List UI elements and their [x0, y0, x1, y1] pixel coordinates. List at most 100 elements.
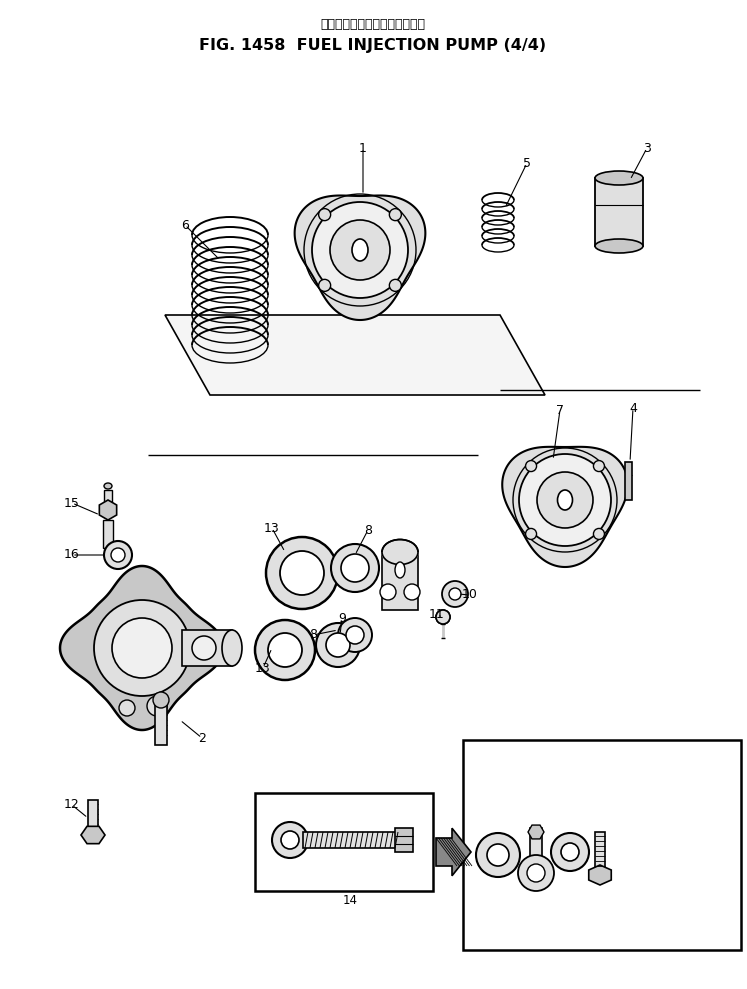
- Circle shape: [147, 696, 167, 716]
- Circle shape: [476, 833, 520, 877]
- Circle shape: [326, 633, 350, 657]
- Text: 14A: 14A: [510, 756, 534, 768]
- Circle shape: [319, 209, 331, 221]
- Circle shape: [119, 700, 135, 716]
- Circle shape: [487, 844, 509, 866]
- Text: 2: 2: [198, 732, 206, 745]
- Polygon shape: [165, 315, 545, 395]
- Circle shape: [527, 864, 545, 882]
- Bar: [88, 800, 98, 835]
- Circle shape: [312, 202, 408, 298]
- Bar: [182, 630, 232, 666]
- Circle shape: [255, 620, 315, 680]
- Bar: [155, 700, 167, 745]
- Polygon shape: [294, 196, 425, 320]
- Circle shape: [153, 692, 169, 708]
- Ellipse shape: [104, 483, 112, 489]
- Text: 16: 16: [552, 773, 568, 786]
- Circle shape: [519, 454, 611, 546]
- Ellipse shape: [352, 239, 368, 261]
- Circle shape: [389, 209, 401, 221]
- Circle shape: [537, 472, 593, 528]
- Circle shape: [518, 855, 554, 891]
- Text: FIG. 1458  FUEL INJECTION PUMP (4/4): FIG. 1458 FUEL INJECTION PUMP (4/4): [199, 38, 547, 53]
- Ellipse shape: [595, 239, 643, 253]
- Circle shape: [551, 833, 589, 871]
- Circle shape: [330, 220, 390, 280]
- Text: 8: 8: [309, 628, 317, 642]
- Polygon shape: [589, 865, 611, 885]
- Circle shape: [280, 551, 324, 595]
- Circle shape: [331, 544, 379, 592]
- Circle shape: [338, 618, 372, 652]
- Text: 1: 1: [359, 141, 367, 154]
- Text: 3: 3: [643, 141, 651, 154]
- Bar: [395, 828, 413, 852]
- Bar: [255, 793, 433, 891]
- Circle shape: [111, 548, 125, 562]
- Circle shape: [266, 537, 338, 609]
- Circle shape: [593, 528, 604, 539]
- Ellipse shape: [222, 630, 242, 666]
- Circle shape: [346, 626, 364, 644]
- Text: 16: 16: [477, 756, 493, 768]
- Polygon shape: [528, 825, 544, 839]
- Text: 5: 5: [523, 156, 531, 169]
- Text: 13: 13: [255, 662, 271, 674]
- Bar: [595, 178, 643, 246]
- Bar: [530, 828, 542, 870]
- Text: 11: 11: [429, 608, 445, 621]
- Text: 15: 15: [64, 496, 80, 509]
- Bar: [103, 520, 113, 548]
- Circle shape: [112, 618, 172, 678]
- Circle shape: [404, 584, 420, 600]
- Text: 8: 8: [364, 523, 372, 536]
- Text: 7: 7: [556, 404, 564, 416]
- Circle shape: [341, 554, 369, 582]
- Bar: [382, 552, 418, 610]
- Circle shape: [272, 822, 308, 858]
- Polygon shape: [99, 500, 117, 520]
- Ellipse shape: [395, 562, 405, 578]
- Text: 適 用 号 機: 適 用 号 機: [580, 748, 619, 761]
- Circle shape: [449, 588, 461, 600]
- Text: 14: 14: [610, 783, 626, 796]
- Text: 6: 6: [181, 219, 189, 231]
- Circle shape: [436, 610, 450, 624]
- Circle shape: [192, 636, 216, 660]
- Text: 16: 16: [264, 793, 279, 806]
- Ellipse shape: [382, 540, 418, 565]
- Bar: [303, 832, 408, 848]
- Circle shape: [442, 581, 468, 607]
- Polygon shape: [436, 828, 471, 876]
- Circle shape: [389, 279, 401, 292]
- Text: 16: 16: [264, 793, 280, 806]
- Circle shape: [436, 610, 450, 624]
- Circle shape: [281, 831, 299, 849]
- Ellipse shape: [595, 171, 643, 185]
- Text: 4: 4: [629, 402, 637, 414]
- Text: 10: 10: [462, 588, 478, 601]
- Text: 12: 12: [64, 798, 80, 812]
- Bar: [595, 832, 605, 872]
- Text: フェルインジェクションポンプ: フェルインジェクションポンプ: [320, 18, 426, 31]
- Ellipse shape: [557, 490, 572, 510]
- Circle shape: [319, 279, 331, 292]
- Text: 9: 9: [338, 611, 346, 624]
- Circle shape: [316, 623, 360, 667]
- Text: EG15    Engine No. 20003~: EG15 Engine No. 20003~: [521, 762, 663, 772]
- Text: 16: 16: [64, 549, 80, 562]
- Bar: [463, 740, 741, 950]
- Circle shape: [526, 528, 536, 539]
- Circle shape: [268, 633, 302, 667]
- Bar: [104, 490, 112, 502]
- Circle shape: [94, 600, 190, 696]
- Text: EG15S   Engine No. 20004~: EG15S Engine No. 20004~: [519, 774, 665, 784]
- Polygon shape: [502, 447, 627, 567]
- Circle shape: [561, 843, 579, 861]
- Circle shape: [380, 584, 396, 600]
- Text: 13: 13: [264, 521, 280, 534]
- Text: 14: 14: [343, 893, 358, 907]
- Circle shape: [526, 461, 536, 472]
- Polygon shape: [60, 566, 224, 730]
